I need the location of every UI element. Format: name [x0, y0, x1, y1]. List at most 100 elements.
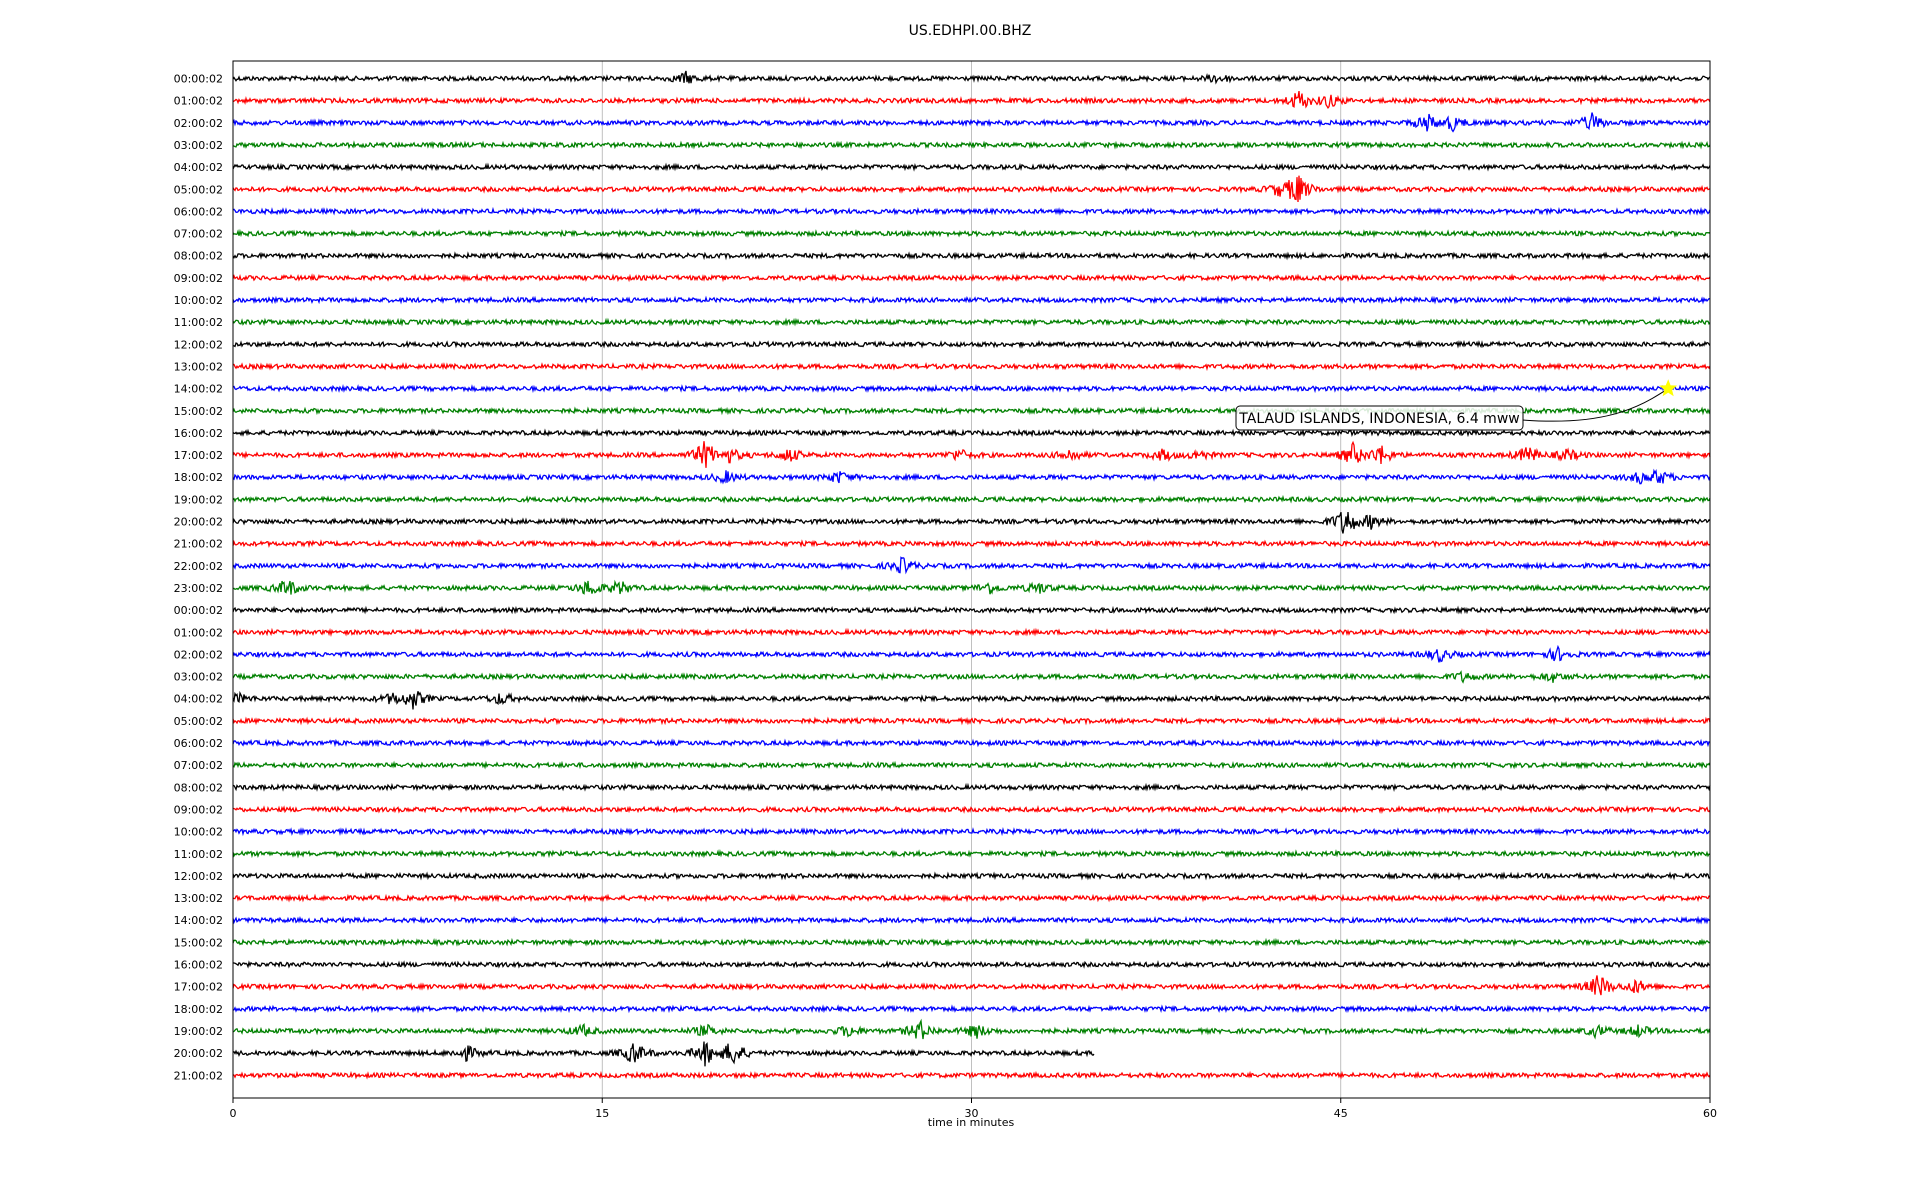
hour-label: 13:00:02	[174, 892, 223, 905]
hour-label: 05:00:02	[174, 715, 223, 728]
hour-label: 17:00:02	[174, 981, 223, 994]
hour-label: 04:00:02	[174, 161, 223, 174]
seismogram-trace	[232, 361, 1711, 372]
annotation-connector	[1522, 388, 1669, 422]
seismogram-trace	[232, 91, 1711, 110]
hour-label: 14:00:02	[174, 914, 223, 927]
seismogram-trace	[232, 70, 1711, 85]
seismogram-trace	[232, 468, 1711, 485]
seismogram-trace	[232, 162, 1711, 172]
hour-label: 07:00:02	[174, 228, 223, 241]
seismogram-trace	[232, 538, 1711, 549]
hour-label: 02:00:02	[174, 117, 223, 130]
seismogram-trace	[232, 849, 1711, 859]
seismogram-trace	[232, 494, 1711, 505]
x-tick-label: 30	[965, 1107, 979, 1120]
seismogram-trace	[232, 579, 1711, 595]
hour-label: 11:00:02	[174, 848, 223, 861]
seismogram-trace	[232, 760, 1711, 770]
seismogram-trace	[232, 1004, 1711, 1014]
hour-label: 17:00:02	[174, 449, 223, 462]
seismogram-trace	[232, 383, 1711, 394]
hour-label: 06:00:02	[174, 205, 223, 218]
hour-label: 00:00:02	[174, 604, 223, 617]
seismogram-trace	[232, 605, 1711, 615]
seismogram-trace	[232, 339, 1711, 349]
hour-label: 13:00:02	[174, 360, 223, 373]
hour-label: 14:00:02	[174, 383, 223, 396]
seismogram-trace	[232, 228, 1711, 239]
hour-label: 15:00:02	[174, 936, 223, 949]
seismogram-trace	[232, 670, 1711, 684]
seismogram-trace	[232, 175, 1711, 203]
hour-label: 20:00:02	[174, 516, 223, 529]
hour-label: 22:00:02	[174, 560, 223, 573]
hour-label: 15:00:02	[174, 405, 223, 418]
seismogram-trace	[232, 295, 1711, 305]
seismogram-trace	[232, 251, 1711, 261]
hour-label: 19:00:02	[174, 493, 223, 506]
seismogram-trace	[232, 1041, 1095, 1067]
hour-label: 12:00:02	[174, 338, 223, 351]
seismogram-trace	[232, 440, 1711, 468]
seismogram-trace	[233, 140, 1711, 150]
seismogram-trace	[232, 317, 1711, 327]
hour-label: 23:00:02	[174, 582, 223, 595]
seismogram-trace	[232, 975, 1711, 996]
hour-label: 07:00:02	[174, 759, 223, 772]
seismogram-trace	[232, 937, 1711, 948]
seismogram-trace	[232, 644, 1711, 663]
hour-label: 21:00:02	[174, 538, 223, 551]
x-tick-label: 15	[595, 1107, 609, 1120]
hour-label: 08:00:02	[174, 781, 223, 794]
hour-label: 21:00:02	[174, 1069, 223, 1082]
seismogram-trace	[232, 716, 1711, 726]
hour-label: 06:00:02	[174, 737, 223, 750]
seismogram-trace	[232, 804, 1711, 815]
hour-label: 16:00:02	[174, 959, 223, 972]
hour-label: 04:00:02	[174, 693, 223, 706]
seismogram-trace	[232, 428, 1711, 438]
annotation-label: TALAUD ISLANDS, INDONESIA, 6.4 mww	[1238, 411, 1519, 427]
hour-label: 16:00:02	[174, 427, 223, 440]
hour-label: 18:00:02	[174, 471, 223, 484]
seismogram-trace	[232, 273, 1711, 283]
x-tick-label: 45	[1334, 1107, 1348, 1120]
hour-label: 11:00:02	[174, 316, 223, 329]
seismogram-trace	[232, 893, 1711, 903]
hour-label: 01:00:02	[174, 95, 223, 108]
hour-label: 09:00:02	[174, 803, 223, 816]
x-axis-ticks: 0 15 30 45 60	[230, 1098, 1717, 1120]
x-axis-label: time in minutes	[928, 1116, 1015, 1129]
seismogram-trace	[232, 1070, 1711, 1080]
seismogram-trace	[232, 871, 1711, 881]
hour-label: 20:00:02	[174, 1047, 223, 1060]
hour-label: 03:00:02	[174, 139, 223, 152]
seismogram-trace	[232, 112, 1711, 133]
hour-label: 05:00:02	[174, 183, 223, 196]
hour-labels: 00:00:02 01:00:02 02:00:02 03:00:02 04:00:02…	[174, 73, 223, 1083]
hour-label: 02:00:02	[174, 648, 223, 661]
seismogram-traces	[232, 70, 1711, 1080]
event-star-marker	[1659, 379, 1678, 397]
hour-label: 01:00:02	[174, 626, 223, 639]
hour-label: 19:00:02	[174, 1025, 223, 1038]
hour-label: 10:00:02	[174, 826, 223, 839]
seismogram-trace	[232, 738, 1711, 748]
hour-label: 10:00:02	[174, 294, 223, 307]
seismogram-trace	[232, 556, 1711, 575]
x-tick-label: 0	[230, 1107, 237, 1120]
hour-label: 09:00:02	[174, 272, 223, 285]
hour-label: 12:00:02	[174, 870, 223, 883]
x-tick-label: 60	[1703, 1107, 1717, 1120]
seismogram-trace	[232, 782, 1711, 792]
seismogram-trace	[232, 1018, 1711, 1040]
event-annotation: TALAUD ISLANDS, INDONESIA, 6.4 mww	[1235, 379, 1678, 431]
hour-label: 08:00:02	[174, 250, 223, 263]
seismogram-trace	[232, 959, 1711, 970]
hour-label: 18:00:02	[174, 1003, 223, 1016]
seismogram-trace	[232, 915, 1711, 925]
hour-label: 03:00:02	[174, 671, 223, 684]
seismogram-trace	[232, 690, 1711, 710]
